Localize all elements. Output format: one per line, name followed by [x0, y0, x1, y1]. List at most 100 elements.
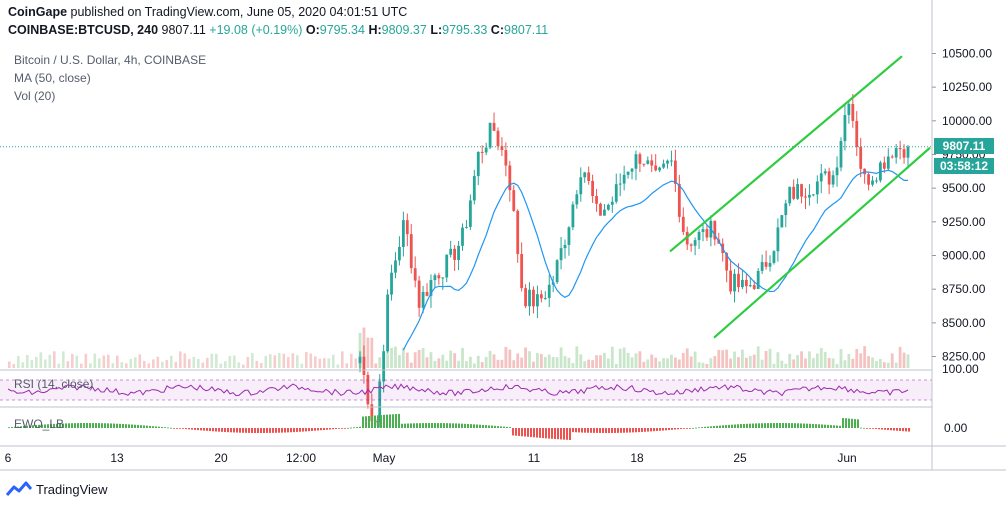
- volume-bar: [468, 356, 472, 368]
- volume-bar: [788, 353, 792, 368]
- ewo-bar: [140, 425, 142, 428]
- rsi-legend[interactable]: RSI (14, close): [14, 377, 94, 391]
- ewo-bar: [23, 425, 25, 428]
- ewo-bar: [737, 424, 739, 428]
- candle-body: [855, 120, 859, 147]
- volume-bar: [323, 358, 326, 368]
- open-value: 9795.34: [319, 23, 365, 37]
- ewo-bar: [497, 426, 499, 428]
- volume-bar: [646, 359, 650, 368]
- ewo-bar: [374, 415, 376, 428]
- volume-bar: [792, 359, 796, 368]
- ewo-bar: [359, 426, 361, 428]
- volume-bar: [752, 354, 756, 368]
- candle-body: [603, 209, 606, 216]
- ewo-bar: [665, 428, 667, 431]
- volume-bar: [457, 360, 460, 368]
- ewo-bar: [881, 428, 883, 430]
- ewo-bar: [599, 428, 601, 433]
- ewo-bar: [8, 427, 10, 429]
- ewo-bar: [317, 428, 319, 431]
- ewo-bar: [575, 428, 577, 433]
- ewo-bar: [701, 427, 703, 428]
- ewo-bar: [554, 428, 556, 440]
- ewo-bar: [221, 428, 223, 432]
- ewo-bar: [515, 428, 517, 436]
- volume-bar: [429, 352, 433, 368]
- ewo-bar: [899, 428, 901, 431]
- ewo-bar: [167, 427, 169, 429]
- volume-bar: [453, 353, 457, 368]
- rsi-line: [7, 383, 909, 397]
- ewo-legend[interactable]: EWO_LB: [14, 417, 65, 431]
- volume-bar: [224, 361, 227, 368]
- ewo-bar: [260, 428, 262, 433]
- candle-body: [843, 115, 847, 142]
- price-tick-label: 10000.00: [942, 114, 992, 128]
- volume-bar: [264, 356, 268, 368]
- ewo-bar: [17, 426, 19, 428]
- ewo-bar: [656, 428, 658, 431]
- ewo-bar: [602, 428, 604, 433]
- ewo-bar: [791, 423, 793, 428]
- volume-bar: [161, 361, 164, 368]
- ewo-bar: [296, 428, 298, 432]
- ewo-bar: [680, 428, 682, 430]
- volume-bar: [634, 353, 638, 368]
- ewo-bar: [638, 428, 640, 433]
- volume-legend[interactable]: Vol (20): [14, 89, 56, 103]
- ewo-bar: [803, 423, 805, 428]
- volume-bar: [520, 357, 524, 368]
- volume-bar: [504, 346, 508, 368]
- volume-bar: [156, 356, 160, 368]
- ewo-bar: [671, 428, 673, 430]
- volume-bar: [811, 358, 815, 368]
- ewo-bar: [116, 423, 118, 428]
- ewo-bar: [710, 426, 712, 428]
- ewo-bar: [251, 428, 253, 433]
- candle-body: [697, 232, 701, 241]
- ewo-bar: [14, 426, 16, 428]
- ewo-bar: [536, 428, 538, 438]
- volume-bar: [269, 354, 272, 368]
- candle-body: [733, 273, 736, 292]
- chart-title-legend[interactable]: Bitcoin / U.S. Dollar, 4h, COINBASE: [14, 53, 207, 67]
- ewo-bar: [776, 423, 778, 428]
- ewo-bar: [80, 423, 82, 428]
- ewo-bar: [455, 423, 457, 428]
- ewo-bar: [341, 428, 343, 429]
- ewo-bar: [623, 428, 625, 433]
- ewo-bar: [392, 414, 394, 428]
- candle-body: [390, 272, 393, 295]
- candle-body: [512, 190, 516, 211]
- ewo-bar: [842, 418, 844, 428]
- ewo-bar: [788, 423, 790, 428]
- ewo-bar: [11, 427, 13, 428]
- candle-body: [729, 270, 732, 292]
- ma-legend[interactable]: MA (50, close): [14, 71, 91, 85]
- tradingview-footer[interactable]: TradingView: [6, 481, 108, 497]
- ewo-bar: [194, 428, 196, 430]
- ewo-bar: [248, 428, 250, 433]
- candle-body: [756, 270, 760, 289]
- candle-body: [575, 194, 579, 205]
- volume-bar: [524, 347, 527, 368]
- ewo-bar: [287, 428, 289, 433]
- volume-bar: [107, 354, 110, 368]
- candle-body: [468, 200, 472, 227]
- volume-bar: [851, 358, 855, 368]
- candle-body: [662, 163, 665, 168]
- ewo-bar: [524, 428, 526, 437]
- ewo-bar: [209, 428, 211, 432]
- ewo-bar: [698, 427, 700, 429]
- volume-bar: [8, 361, 11, 368]
- ewo-bar: [236, 428, 238, 433]
- ewo-bar: [689, 428, 691, 429]
- candle-body: [705, 229, 709, 238]
- ewo-bar: [431, 423, 433, 428]
- candle-body: [429, 280, 433, 296]
- volume-bar: [134, 357, 137, 368]
- ewo-bar: [137, 424, 139, 428]
- volume-bar: [713, 356, 717, 368]
- volume-bar: [595, 355, 598, 368]
